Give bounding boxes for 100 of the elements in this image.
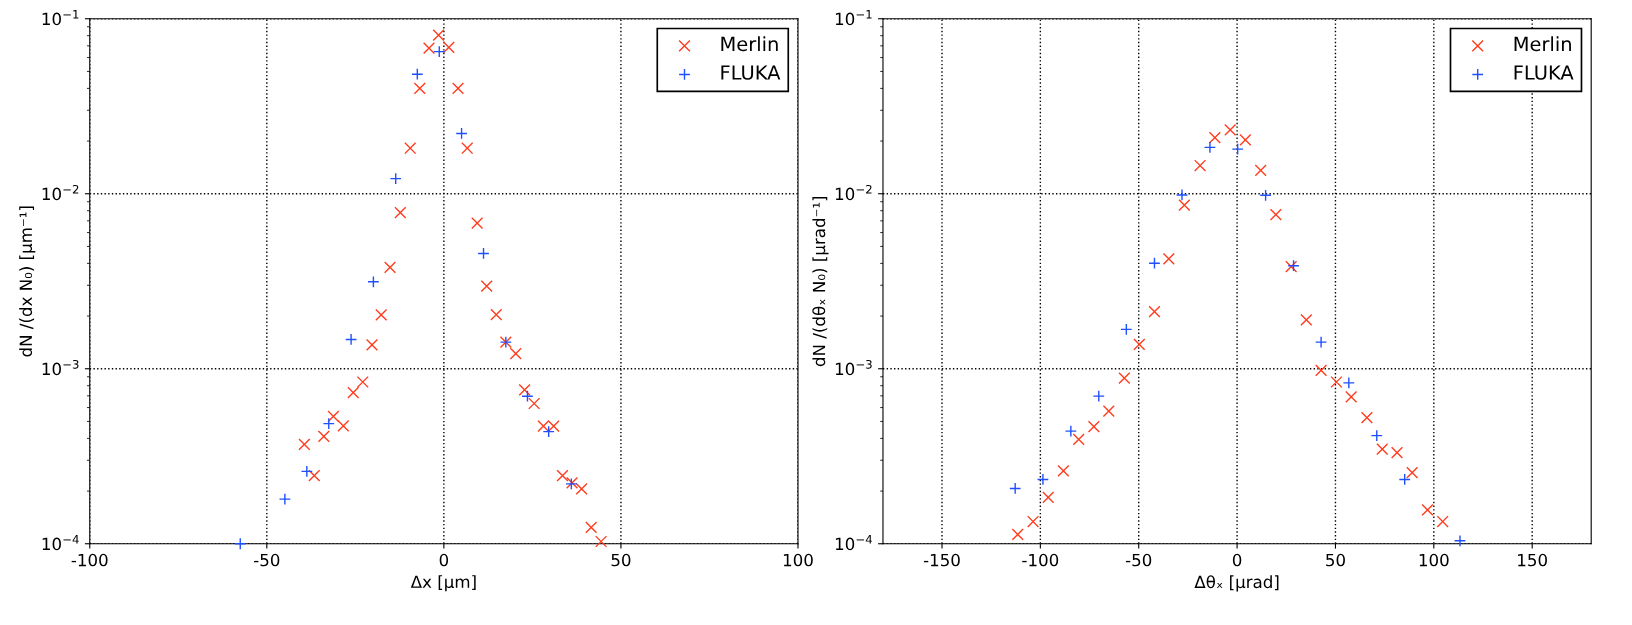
point — [461, 142, 474, 155]
point — [1092, 390, 1105, 403]
x-tick-label: 50 — [1326, 553, 1345, 567]
point — [367, 275, 380, 288]
point — [433, 45, 446, 58]
x-tick-label: 100 — [1419, 553, 1449, 567]
legend-label: FLUKA — [1514, 65, 1574, 80]
point — [1421, 503, 1434, 517]
point — [521, 390, 534, 403]
point — [556, 469, 569, 482]
x-axis-title: Δx [μm] — [410, 575, 476, 592]
point — [317, 430, 330, 443]
point — [1269, 208, 1282, 221]
point — [1315, 336, 1328, 349]
point — [394, 206, 407, 219]
point — [1436, 515, 1449, 528]
point — [375, 308, 388, 322]
point — [1330, 375, 1343, 389]
point — [1162, 252, 1175, 265]
y-tick-label: 10$^{−4}$ — [835, 535, 872, 551]
y-tick-label: 10$^{−3}$ — [835, 359, 872, 376]
point — [1453, 534, 1467, 547]
point — [1203, 141, 1217, 154]
point — [1102, 404, 1115, 418]
legend-label: Merlin — [721, 36, 778, 52]
point — [347, 386, 360, 399]
x-tick-label: -50 — [254, 553, 280, 567]
point — [1087, 420, 1100, 433]
point — [490, 308, 503, 321]
point — [1175, 188, 1189, 202]
point — [477, 247, 490, 260]
point — [322, 417, 335, 430]
point — [595, 535, 608, 548]
point — [1406, 466, 1419, 479]
point — [404, 142, 417, 155]
point — [1036, 473, 1049, 486]
point — [1118, 372, 1131, 385]
point — [1376, 443, 1389, 456]
x-tick-label: 100 — [783, 553, 813, 567]
y-axis-title: dN /(dx N₀) [μm⁻¹] — [19, 206, 36, 357]
y-tick-label: 10$^{−2}$ — [42, 184, 79, 201]
x-tick-label: -100 — [1022, 553, 1059, 567]
point — [1259, 189, 1272, 202]
legend-label: FLUKA — [721, 65, 781, 80]
y-axis-title: dN /(dθₓ N₀) [μrad⁻¹] — [812, 196, 829, 367]
point — [1064, 425, 1077, 438]
y-tick-label: 10$^{−4}$ — [42, 535, 79, 551]
point — [337, 419, 350, 432]
point — [1027, 515, 1040, 528]
x-tick-label: 150 — [1518, 553, 1547, 567]
point — [575, 482, 588, 495]
point — [298, 438, 311, 451]
point — [356, 375, 369, 389]
x-tick-label: -50 — [1125, 553, 1152, 567]
point — [1120, 323, 1133, 336]
x-tick-label: 50 — [611, 553, 631, 567]
y-tick-label: 10$^{−2}$ — [835, 184, 872, 201]
point — [471, 216, 484, 230]
point — [1239, 133, 1252, 147]
x-tick-label: -150 — [923, 553, 960, 567]
point — [1042, 491, 1055, 504]
point — [1148, 305, 1161, 318]
point — [345, 333, 358, 346]
point — [1345, 390, 1358, 404]
y-tick-label: 10$^{−1}$ — [835, 10, 872, 26]
point — [1315, 364, 1328, 377]
point — [432, 29, 445, 42]
point — [518, 383, 531, 396]
point — [1009, 482, 1022, 495]
point — [365, 338, 379, 351]
y-tick-label: 10$^{−1}$ — [42, 10, 79, 26]
legend-label: Merlin — [1514, 36, 1571, 52]
point — [1390, 446, 1404, 459]
x-tick-label: 0 — [1232, 553, 1242, 567]
point — [327, 410, 340, 423]
point — [1194, 159, 1207, 172]
point — [585, 521, 598, 534]
x-tick-label: 0 — [439, 553, 449, 567]
point — [1254, 164, 1267, 177]
point — [1148, 257, 1161, 270]
point — [422, 41, 436, 55]
x-tick-label: -100 — [71, 553, 108, 567]
point — [1360, 411, 1374, 424]
point — [1398, 473, 1411, 486]
point — [1057, 464, 1070, 477]
point — [1342, 376, 1355, 389]
point — [1300, 313, 1313, 327]
point — [278, 493, 291, 506]
point — [1208, 131, 1221, 144]
point — [528, 397, 541, 410]
point — [383, 261, 397, 274]
point — [234, 537, 247, 550]
point — [1072, 433, 1085, 446]
y-tick-label: 10$^{−3}$ — [42, 359, 79, 376]
point — [451, 82, 465, 95]
point — [455, 127, 468, 140]
point — [442, 41, 455, 54]
point — [509, 347, 522, 360]
point — [1370, 429, 1383, 442]
point — [1224, 123, 1237, 136]
